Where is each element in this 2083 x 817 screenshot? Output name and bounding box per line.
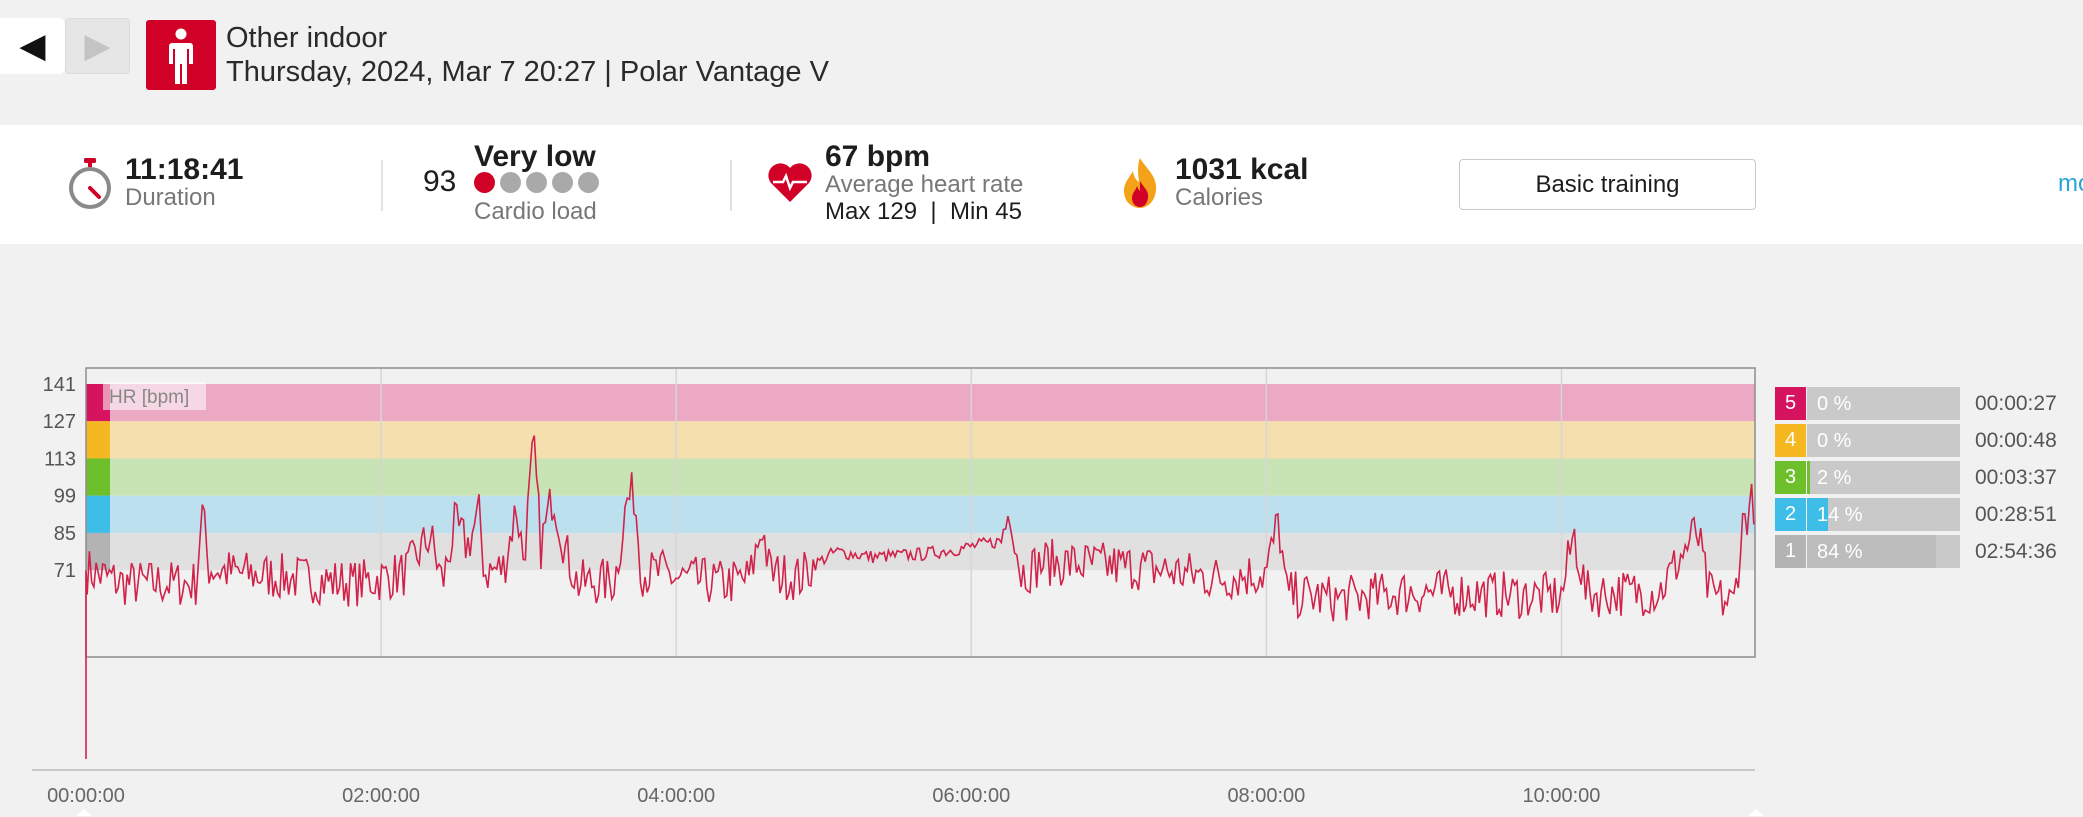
x-tick-label: 00:00:00 [47, 785, 125, 807]
zone-bar-fill [1807, 535, 1936, 568]
zone-row-3: 3 2 % [1775, 461, 1960, 494]
zone-band-5 [86, 384, 1755, 422]
divider [381, 160, 383, 211]
x-tick-label: 10:00:00 [1523, 785, 1601, 807]
flame-icon [1124, 158, 1157, 208]
x-tick-label: 06:00:00 [932, 785, 1010, 807]
sport-badge [146, 20, 216, 90]
zone-bar: 0 % [1807, 387, 1960, 420]
zone-percent: 0 % [1817, 393, 1852, 415]
duration-label: Duration [125, 184, 216, 211]
y-tick-label: 71 [54, 560, 76, 582]
previous-training-button[interactable]: ◀ [0, 18, 65, 74]
cardio-load-value: 93 [423, 165, 457, 198]
duration-value: 11:18:41 [125, 153, 244, 186]
avg-heart-rate-value: 67 bpm [825, 140, 931, 173]
stopwatch-icon [69, 158, 111, 209]
triangle-right-icon: ▶ [84, 27, 111, 65]
zone-bands [86, 384, 1755, 571]
y-tick-label: 141 [43, 374, 76, 396]
range-handle-right[interactable] [1748, 809, 1764, 816]
zone-bar: 84 % [1807, 535, 1960, 568]
calories-value: 1031 kcal [1175, 153, 1309, 186]
heart-icon [768, 163, 812, 202]
zone-number: 4 [1775, 424, 1806, 457]
zone-bar: 0 % [1807, 424, 1960, 457]
zone-bar-fill [1807, 461, 1811, 494]
zone-swatch-2 [86, 495, 110, 533]
zone-number: 2 [1775, 498, 1806, 531]
cardio-load-level: Very low [474, 140, 596, 173]
x-tick-label: 04:00:00 [637, 785, 715, 807]
cardio-load-dots [474, 172, 604, 196]
cardio-load-label: Cardio load [474, 198, 597, 225]
x-tick-label: 08:00:00 [1227, 785, 1305, 807]
y-tick-label: 113 [44, 448, 76, 470]
series-legend-label: HR [bpm] [109, 387, 189, 408]
heart-rate-series-line [85, 435, 1755, 759]
zone-bar: 14 % [1807, 498, 1960, 531]
y-tick-label: 127 [43, 411, 76, 433]
cardio-dot [474, 172, 495, 193]
zone-time: 00:28:51 [1975, 503, 2057, 526]
zone-swatches [86, 384, 110, 571]
basic-training-button[interactable]: Basic training [1459, 159, 1756, 210]
cardio-dot [500, 172, 521, 193]
zone-percent: 14 % [1817, 504, 1863, 526]
more-link[interactable]: mo [2058, 170, 2083, 197]
y-tick-label: 99 [54, 486, 76, 508]
sport-name: Other indoor [226, 22, 388, 54]
person-icon [169, 28, 193, 84]
zone-time: 02:54:36 [1975, 540, 2057, 563]
heart-rate-max-min: Max 129 | Min 45 [825, 198, 1022, 225]
zone-row-4: 4 0 % [1775, 424, 1960, 457]
zone-row-1: 1 84 % [1775, 535, 1960, 568]
zone-bar: 2 % [1807, 461, 1960, 494]
zone-row-2: 2 14 % [1775, 498, 1960, 531]
zone-number: 1 [1775, 535, 1806, 568]
zone-band-4 [86, 421, 1755, 459]
zone-time: 00:00:48 [1975, 429, 2057, 452]
zone-number: 3 [1775, 461, 1806, 494]
zone-percent: 84 % [1817, 541, 1863, 563]
zone-band-3 [86, 458, 1755, 496]
y-tick-label: 85 [54, 523, 76, 545]
zone-time: 00:03:37 [1975, 466, 2057, 489]
plot-frame [85, 367, 1756, 658]
zone-band-2 [86, 495, 1755, 533]
cardio-dot [552, 172, 573, 193]
next-training-button[interactable]: ▶ [65, 18, 130, 74]
training-summary-bar: 11:18:41 Duration 93 Very low Cardio loa… [0, 125, 2083, 244]
zone-percent: 0 % [1817, 430, 1852, 452]
zone-swatch-4 [86, 421, 110, 459]
chart-gridlines [380, 368, 1563, 657]
calories-label: Calories [1175, 184, 1264, 211]
zone-swatch-3 [86, 458, 110, 496]
zone-percent: 2 % [1817, 467, 1852, 489]
zone-bar-fill [1807, 498, 1829, 531]
heart-rate-chart: 141 127 113 99 85 71 00:00:00 02:00:00 04:00:00… [32, 367, 1764, 816]
zone-number: 5 [1775, 387, 1806, 420]
x-axis-ticks: 00:00:00 02:00:00 04:00:00 06:00:00 08:00:00… [47, 785, 1600, 807]
avg-heart-rate-label: Average heart rate [825, 171, 1024, 198]
legend-box [103, 382, 206, 410]
training-subtitle: Thursday, 2024, Mar 7 20:27 | Polar Vant… [226, 56, 829, 88]
cardio-dot [526, 172, 547, 193]
y-axis-ticks: 141 127 113 99 85 71 [43, 374, 76, 582]
cardio-dot [578, 172, 599, 193]
range-handle-left[interactable] [76, 809, 92, 816]
x-tick-label: 02:00:00 [342, 785, 420, 807]
divider [730, 160, 732, 211]
zone-row-5: 5 0 % [1775, 387, 1960, 420]
zone-time: 00:00:27 [1975, 392, 2057, 415]
triangle-left-icon: ◀ [19, 27, 46, 65]
